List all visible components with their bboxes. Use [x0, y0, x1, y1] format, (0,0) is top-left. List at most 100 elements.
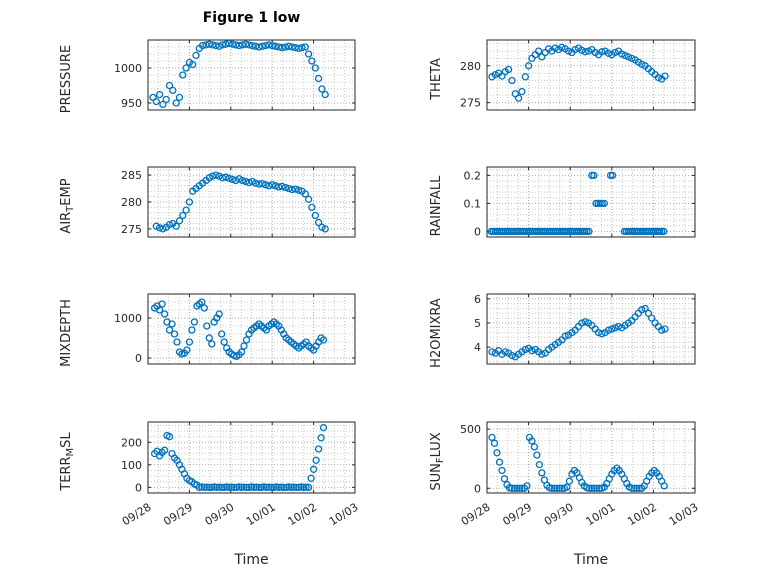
data-point [513, 484, 521, 492]
data-point [228, 40, 237, 48]
data-point [541, 48, 549, 57]
data-point [258, 42, 266, 50]
data-point [508, 351, 516, 360]
data-point [288, 43, 296, 51]
data-point [265, 483, 273, 491]
data-point [488, 348, 496, 356]
data-point [215, 310, 223, 318]
data-point [588, 171, 596, 180]
data-point [314, 218, 323, 227]
data-point [311, 64, 319, 72]
data-point [281, 183, 290, 192]
x-tick-label: 10/03 [327, 501, 361, 529]
data-point [655, 227, 664, 236]
data-point [660, 482, 668, 490]
data-point [548, 484, 556, 492]
data-point [190, 318, 199, 326]
data-point [265, 41, 273, 49]
data-point [172, 222, 180, 230]
data-point [558, 43, 566, 52]
x-axis-label-right: Time [573, 552, 609, 568]
data-point [222, 40, 230, 48]
y-tick-label: 1000 [114, 62, 142, 75]
data-point [321, 225, 329, 233]
data-point [267, 483, 276, 492]
data-point [213, 483, 221, 492]
axes-box [147, 39, 356, 111]
data-point [250, 483, 258, 492]
data-point [563, 483, 571, 491]
y-tick-label: 280 [460, 60, 481, 73]
data-point [218, 483, 226, 492]
data-point [185, 198, 194, 206]
data-point [192, 51, 200, 60]
data-point [515, 484, 524, 492]
data-point [558, 484, 566, 492]
data-point [581, 318, 589, 326]
data-point [614, 322, 623, 331]
data-point [311, 211, 319, 220]
data-point [220, 338, 228, 346]
data-point [200, 483, 208, 492]
x-tick-label: 10/01 [584, 501, 618, 529]
x-tick-label: 10/02 [625, 501, 659, 529]
data-point [501, 348, 509, 356]
data-point [523, 482, 531, 490]
data-point [205, 40, 213, 48]
data-point [658, 326, 666, 334]
data-point [514, 94, 523, 102]
y-tick-label: 200 [121, 436, 142, 449]
data-point [314, 445, 323, 453]
y-tick-label: 285 [121, 169, 142, 182]
data-point [535, 460, 544, 469]
data-point [160, 446, 169, 454]
data-point [200, 304, 208, 312]
data-point [491, 70, 499, 79]
data-point [561, 332, 569, 340]
data-point [188, 326, 196, 334]
data-point [308, 203, 316, 212]
data-point [215, 483, 223, 491]
y-tick-label: 0 [135, 481, 142, 494]
data-point [604, 49, 613, 57]
figure-title: Figure 1 low [202, 10, 301, 26]
axes-box [486, 39, 696, 111]
data-point [500, 475, 509, 483]
data-point [551, 44, 559, 52]
data-point [262, 483, 271, 492]
data-point [510, 484, 519, 492]
data-point [488, 433, 496, 442]
data-point [598, 48, 606, 56]
data-point [155, 90, 164, 99]
x-axis-label-left: Time [234, 552, 269, 568]
y-tick-label: 1000 [114, 312, 142, 325]
data-point [285, 42, 293, 50]
data-point [212, 171, 220, 179]
data-point [319, 423, 328, 432]
data-point [292, 483, 300, 492]
data-point [555, 484, 564, 492]
data-point [565, 477, 574, 485]
data-point [295, 186, 303, 194]
data-point [208, 340, 216, 348]
y-tick-label: 0.2 [464, 169, 482, 182]
data-point [624, 53, 633, 61]
data-point [222, 173, 230, 181]
data-point [538, 350, 546, 358]
x-tick-label: 10/01 [244, 501, 278, 529]
data-point [278, 182, 286, 191]
data-point [179, 71, 187, 79]
y-axis-label: PRESSURE [59, 45, 74, 113]
data-point [498, 466, 506, 475]
data-point [278, 44, 286, 52]
data-point [242, 40, 250, 48]
data-point [490, 439, 499, 447]
data-point [318, 85, 326, 93]
data-point [621, 51, 629, 60]
y-tick-label: 275 [121, 223, 142, 236]
data-point [583, 227, 591, 236]
data-point [203, 322, 211, 330]
data-point [312, 456, 320, 464]
data-point [641, 304, 649, 313]
data-point [524, 62, 533, 70]
